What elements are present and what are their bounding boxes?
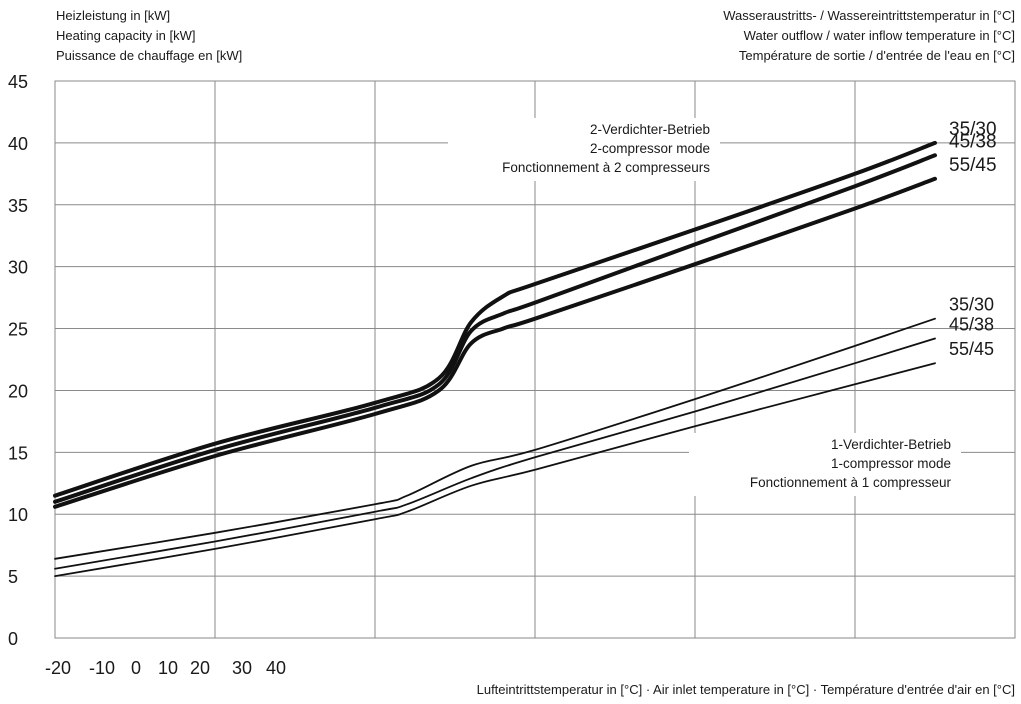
y-tick-label: 25 <box>8 320 28 340</box>
y-tick-label: 0 <box>8 629 18 649</box>
curve-two-compressor-35-30 <box>53 140 937 498</box>
y-axis-title-block: Heizleistung in [kW] Heating capacity in… <box>56 6 242 66</box>
y-tick-label: 5 <box>8 567 18 587</box>
annotation-one-compressor-line: 1-Verdichter-Betrieb <box>831 437 951 452</box>
y-tick-label: 20 <box>8 381 28 401</box>
annotation-one-compressor-line: 1-compressor mode <box>831 456 951 471</box>
y-tick-label: 45 <box>8 72 28 92</box>
series-label-two-compressor-55-45: 55/45 <box>949 155 997 176</box>
annotation-two-compressor-line: 2-Verdichter-Betrieb <box>590 122 710 137</box>
y-tick-label: 15 <box>8 443 28 463</box>
annotation-backdrop <box>448 118 720 181</box>
series-label-one-compressor-55-45: 55/45 <box>949 339 994 359</box>
water-temp-title-block: Wasseraustritts- / Wassereintrittstemper… <box>723 6 1015 66</box>
curve-two-compressor-55-45 <box>53 176 937 509</box>
x-axis-title: Lufteintrittstemperatur in [°C] · Air in… <box>476 682 1015 697</box>
series-label-one-compressor-45-38: 45/38 <box>949 314 994 334</box>
x-tick-label: -10 <box>89 658 115 678</box>
annotation-two-compressor-line: 2-compressor mode <box>590 141 710 156</box>
annotation-two-compressor-line: Fonctionnement à 2 compresseurs <box>502 160 710 175</box>
annotation-one-compressor-line: Fonctionnement à 1 compresseur <box>750 475 952 490</box>
series-label-two-compressor-45-38: 45/38 <box>949 131 997 152</box>
x-tick-label: 10 <box>158 658 178 678</box>
x-tick-label: 0 <box>131 658 141 678</box>
annotation-backdrop <box>689 433 961 496</box>
y-tick-label: 10 <box>8 505 28 525</box>
water-temp-title-de: Wasseraustritts- / Wassereintrittstemper… <box>723 8 1015 23</box>
x-tick-label: 40 <box>266 658 286 678</box>
y-axis-title-en: Heating capacity in [kW] <box>56 28 196 43</box>
y-tick-label: 30 <box>8 258 28 278</box>
water-temp-title-en: Water outflow / water inflow temperature… <box>743 28 1015 43</box>
x-tick-label: 30 <box>232 658 252 678</box>
series-label-two-compressor-35-30: 35/30 <box>949 119 997 140</box>
y-axis-title-fr: Puissance de chauffage en [kW] <box>56 48 243 63</box>
water-temp-title-fr: Température de sortie / d'entrée de l'ea… <box>738 48 1015 63</box>
y-tick-label: 35 <box>8 196 28 216</box>
x-tick-label: 20 <box>190 658 210 678</box>
y-tick-label: 40 <box>8 134 28 154</box>
curve-two-compressor-45-38 <box>53 153 937 504</box>
curve-one-compressor-55-45 <box>54 362 936 577</box>
y-axis-title-de: Heizleistung in [kW] <box>56 8 171 23</box>
x-tick-label: -20 <box>45 658 71 678</box>
series-label-one-compressor-35-30: 35/30 <box>949 295 994 315</box>
curve-one-compressor-45-38 <box>54 337 936 570</box>
curve-one-compressor-35-30 <box>54 317 936 560</box>
